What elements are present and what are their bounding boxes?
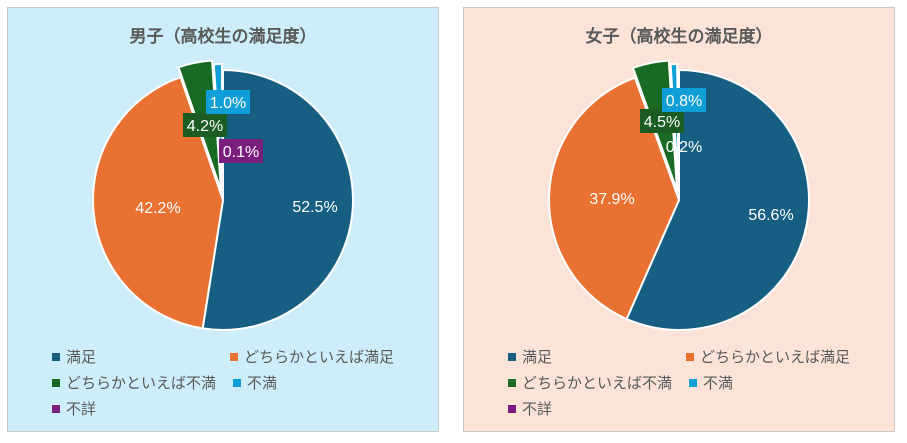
pie-slice [92,75,225,330]
chart-title: 女子（高校生の満足度） [585,27,773,46]
legend-label: 満足 [66,349,97,366]
legend-item: どちらかといえば満足 [230,346,394,367]
legend-swatch [233,378,241,387]
legend-swatch [52,352,60,361]
legend-item: どちらかといえば満足 [686,346,850,367]
data-label: 4.5% [644,114,680,131]
female-chart-panel: 女子（高校生の満足度） 56.6% 37.9% 4.5% 0.8% 0.2% 満足 どちら… [463,7,895,432]
legend-item: 不詳 [508,398,552,419]
legend-label: どちらかといえば不満 [66,375,217,392]
legend-swatch [230,352,238,361]
data-label: 52.5% [292,199,337,216]
data-label: 37.9% [589,191,634,208]
male-chart-panel: 男子（高校生の満足度） 52.5% 42.2% 4.2% 1.0% 0.1% 満足 どちら… [7,7,439,432]
data-label: 1.0% [210,95,246,112]
data-label-box [183,113,227,137]
legend-label: 不満 [247,375,278,392]
legend-swatch [686,352,694,361]
legend-item: 満足 [52,346,96,367]
data-label: 56.6% [748,207,793,224]
pie-slice [201,68,355,331]
legend-label: どちらかといえば満足 [700,349,851,366]
data-label-box [206,90,250,114]
data-label: 42.2% [135,200,180,217]
pie-svg: 56.6% 37.9% 4.5% 0.8% 0.2% [548,59,810,331]
legend-item: どちらかといえば不満 [508,372,672,393]
legend-label: 不詳 [66,401,97,418]
legend-item: どちらかといえば不満 [52,372,216,393]
legend-swatch [689,378,697,387]
chart-title: 男子（高校生の満足度） [129,27,317,46]
legend-swatch [52,404,60,413]
legend-label: 不満 [703,375,734,392]
legend-swatch [508,404,516,413]
legend-item: 不満 [689,372,733,393]
pie-slice [548,76,681,321]
data-label-box [219,139,263,163]
data-label: 0.2% [666,139,702,156]
data-label: 0.8% [666,93,702,110]
data-label: 0.1% [223,144,259,161]
legend-item: 不満 [233,372,277,393]
legend-item: 満足 [508,346,552,367]
data-label: 4.2% [187,118,223,135]
legend-label: どちらかといえば不満 [522,375,673,392]
legend-swatch [508,378,516,387]
legend-swatch [52,378,60,387]
legend-label: 不詳 [522,401,553,418]
data-label-box [662,88,706,112]
pie-svg: 52.5% 42.2% 4.2% 1.0% 0.1% [92,59,355,331]
legend-label: どちらかといえば満足 [244,349,395,366]
legend-item: 不詳 [52,398,96,419]
pie-slice [625,68,810,331]
legend-swatch [508,352,516,361]
data-label-box [640,109,684,133]
legend-label: 満足 [522,349,553,366]
